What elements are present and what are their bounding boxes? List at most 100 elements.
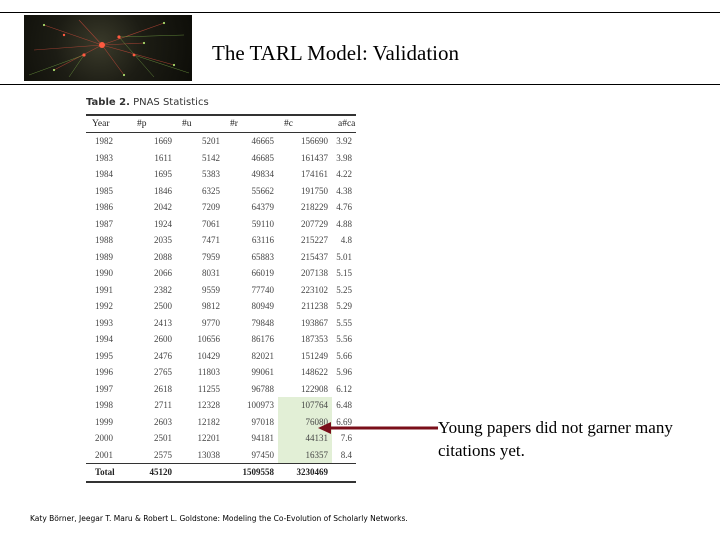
table-row: 1983 1611 5142 46685 161437 3.98 xyxy=(86,150,356,167)
total-value-cell xyxy=(332,463,356,482)
value-cell: 207138 xyxy=(301,268,328,279)
pnas-statistics-table: Year #p #u #r #c a#ca 1982 1669 5201 46665 156690… xyxy=(86,114,356,483)
year-cell: 1998 xyxy=(95,400,113,411)
year-cell: 1990 xyxy=(95,268,113,279)
total-value-cell xyxy=(176,463,224,482)
value-cell: 122908 xyxy=(301,383,328,394)
annotation-note: Young papers did not garner many citatio… xyxy=(438,418,673,460)
value-cell: 6.48 xyxy=(336,400,352,411)
value-cell: 2066 xyxy=(154,268,172,279)
value-cell: 97018 xyxy=(251,416,275,427)
value-cell: 77740 xyxy=(251,284,275,295)
year-cell: 1987 xyxy=(95,218,113,229)
value-cell: 9812 xyxy=(202,301,220,312)
value-cell: 5383 xyxy=(202,169,220,180)
value-cell: 107764 xyxy=(278,397,332,414)
value-cell: 191750 xyxy=(301,185,328,196)
value-cell: 76080 xyxy=(278,413,332,430)
column-header: Year xyxy=(86,115,131,133)
value-cell: 11255 xyxy=(197,383,220,394)
value-cell: 100973 xyxy=(247,400,274,411)
value-cell: 1846 xyxy=(154,185,172,196)
table-row: 1995 2476 10429 82021 151249 5.66 xyxy=(86,348,356,365)
value-cell: 82021 xyxy=(251,350,275,361)
value-cell: 5142 xyxy=(202,152,220,163)
column-header: #r xyxy=(224,115,278,133)
value-cell: 223102 xyxy=(301,284,328,295)
column-header: #u xyxy=(176,115,224,133)
value-cell: 59110 xyxy=(251,218,274,229)
value-cell: 46665 xyxy=(251,136,275,147)
year-cell: 1991 xyxy=(95,284,113,295)
value-cell: 148622 xyxy=(301,367,328,378)
value-cell: 46685 xyxy=(251,152,275,163)
table-row: 2000 2501 12201 94181 44131 7.6 xyxy=(86,430,356,447)
table-body: 1982 1669 5201 46665 156690 3.92 1983 1611 5142 4… xyxy=(86,133,356,482)
value-cell: 193867 xyxy=(301,317,328,328)
value-cell: 1695 xyxy=(154,169,172,180)
year-cell: 1993 xyxy=(95,317,113,328)
value-cell: 5.96 xyxy=(336,367,352,378)
value-cell: 1669 xyxy=(154,136,172,147)
year-cell: 1994 xyxy=(95,334,113,345)
value-cell: 99061 xyxy=(251,367,275,378)
value-cell: 49834 xyxy=(251,169,275,180)
table-row: 1991 2382 9559 77740 223102 5.25 xyxy=(86,282,356,299)
column-header: #c xyxy=(278,115,332,133)
value-cell: 4.22 xyxy=(336,169,352,180)
table-row: 1982 1669 5201 46665 156690 3.92 xyxy=(86,133,356,150)
value-cell: 12182 xyxy=(197,416,221,427)
value-cell: 80949 xyxy=(251,301,275,312)
table-row: 1992 2500 9812 80949 211238 5.29 xyxy=(86,298,356,315)
value-cell: 9770 xyxy=(202,317,220,328)
value-cell: 94181 xyxy=(251,433,275,444)
table-row: 1999 2603 12182 97018 76080 6.69 xyxy=(86,413,356,430)
value-cell: 8.4 xyxy=(340,449,352,460)
table-caption: Table 2. PNAS Statistics xyxy=(86,96,356,110)
value-cell: 7061 xyxy=(202,218,220,229)
value-cell: 7.6 xyxy=(340,433,352,444)
value-cell: 63116 xyxy=(251,235,274,246)
slide-title: The TARL Model: Validation xyxy=(212,41,459,65)
year-cell: 1988 xyxy=(95,235,113,246)
value-cell: 3.98 xyxy=(336,152,352,163)
value-cell: 2413 xyxy=(154,317,172,328)
table-row: 1997 2618 11255 96788 122908 6.12 xyxy=(86,381,356,398)
value-cell: 4.88 xyxy=(336,218,352,229)
table-row: 1988 2035 7471 63116 215227 4.8 xyxy=(86,232,356,249)
table-header-row: Year #p #u #r #c a#ca xyxy=(86,115,356,133)
value-cell: 5.25 xyxy=(336,284,352,295)
value-cell: 86176 xyxy=(251,334,275,345)
value-cell: 55662 xyxy=(251,185,275,196)
year-cell: 1983 xyxy=(95,152,113,163)
header-rule-bottom xyxy=(0,84,720,85)
total-value-cell: 1509558 xyxy=(224,463,278,482)
table-title: PNAS Statistics xyxy=(133,97,209,108)
year-cell: 1989 xyxy=(95,251,113,262)
value-cell: 16357 xyxy=(278,446,332,464)
value-cell: 1924 xyxy=(154,218,172,229)
table-row: 1996 2765 11803 99061 148622 5.96 xyxy=(86,364,356,381)
value-cell: 10656 xyxy=(197,334,221,345)
table-row: 1987 1924 7061 59110 207729 4.88 xyxy=(86,216,356,233)
value-cell: 3.92 xyxy=(336,136,352,147)
total-value-cell: 3230469 xyxy=(278,463,332,482)
value-cell: 4.8 xyxy=(340,235,352,246)
value-cell: 5.15 xyxy=(336,268,352,279)
table-total-row: Total 45120 1509558 3230469 xyxy=(86,463,356,482)
value-cell: 2765 xyxy=(154,367,172,378)
value-cell: 8031 xyxy=(202,268,220,279)
column-header: #p xyxy=(131,115,176,133)
year-cell: 1996 xyxy=(95,367,113,378)
pnas-statistics-table-block: Table 2. PNAS Statistics Year #p #u #r #c a#c… xyxy=(86,96,356,483)
value-cell: 4.38 xyxy=(336,185,352,196)
table-label: Table 2. xyxy=(86,97,130,108)
value-cell: 7959 xyxy=(202,251,220,262)
value-cell: 5.01 xyxy=(336,251,352,262)
value-cell: 2382 xyxy=(154,284,172,295)
value-cell: 2088 xyxy=(154,251,172,262)
table-row: 1994 2600 10656 86176 187353 5.56 xyxy=(86,331,356,348)
value-cell: 64379 xyxy=(251,202,275,213)
value-cell: 65883 xyxy=(251,251,275,262)
value-cell: 5.66 xyxy=(336,350,352,361)
